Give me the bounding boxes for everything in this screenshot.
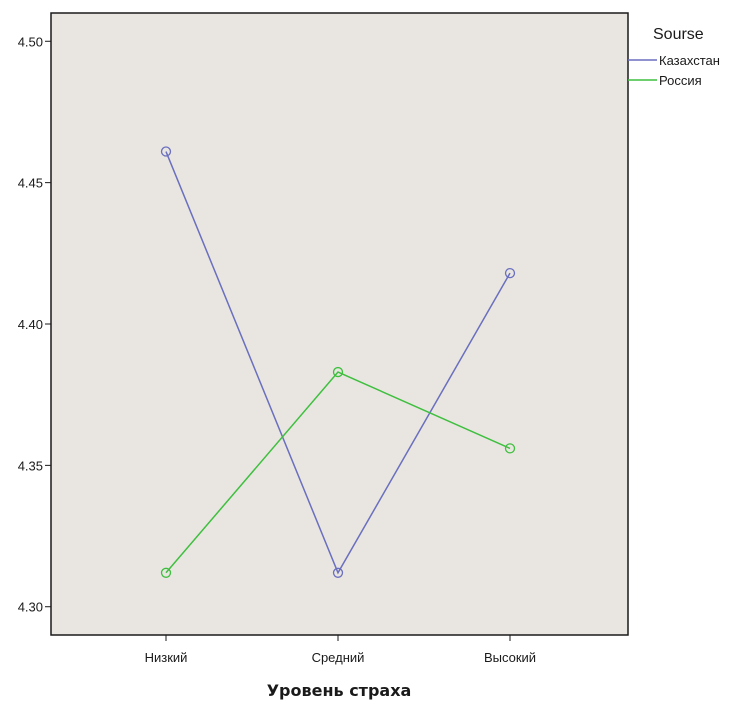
series-layer (160, 146, 516, 578)
data-point (160, 567, 172, 578)
plot-area (50, 12, 629, 636)
x-tick-label: Средний (312, 650, 365, 665)
data-point (504, 443, 516, 454)
legend-item-label: Казахстан (659, 53, 720, 68)
data-point (332, 567, 344, 578)
y-tick-label: 4.40 (18, 317, 43, 332)
y-tick-label: 4.35 (18, 458, 43, 473)
data-point (504, 267, 516, 279)
y-axis: 4.30 4.35 4.40 4.45 4.50 (18, 34, 51, 615)
series-line (165, 151, 511, 575)
y-tick-label: 4.50 (18, 34, 43, 49)
series-line (165, 371, 511, 574)
data-point (332, 366, 344, 378)
x-axis: Низкий Средний Высокий (145, 635, 536, 665)
x-tick-label: Высокий (484, 650, 536, 665)
legend-title: Sourse (653, 26, 704, 43)
legend: Sourse Казахстан Россия (628, 26, 720, 88)
legend-item-label: Россия (659, 73, 702, 88)
data-point (160, 146, 172, 157)
y-tick-label: 4.45 (18, 176, 43, 191)
x-axis-label: Уровень страха (267, 681, 412, 700)
y-tick-label: 4.30 (18, 600, 43, 615)
x-tick-label: Низкий (145, 650, 188, 665)
